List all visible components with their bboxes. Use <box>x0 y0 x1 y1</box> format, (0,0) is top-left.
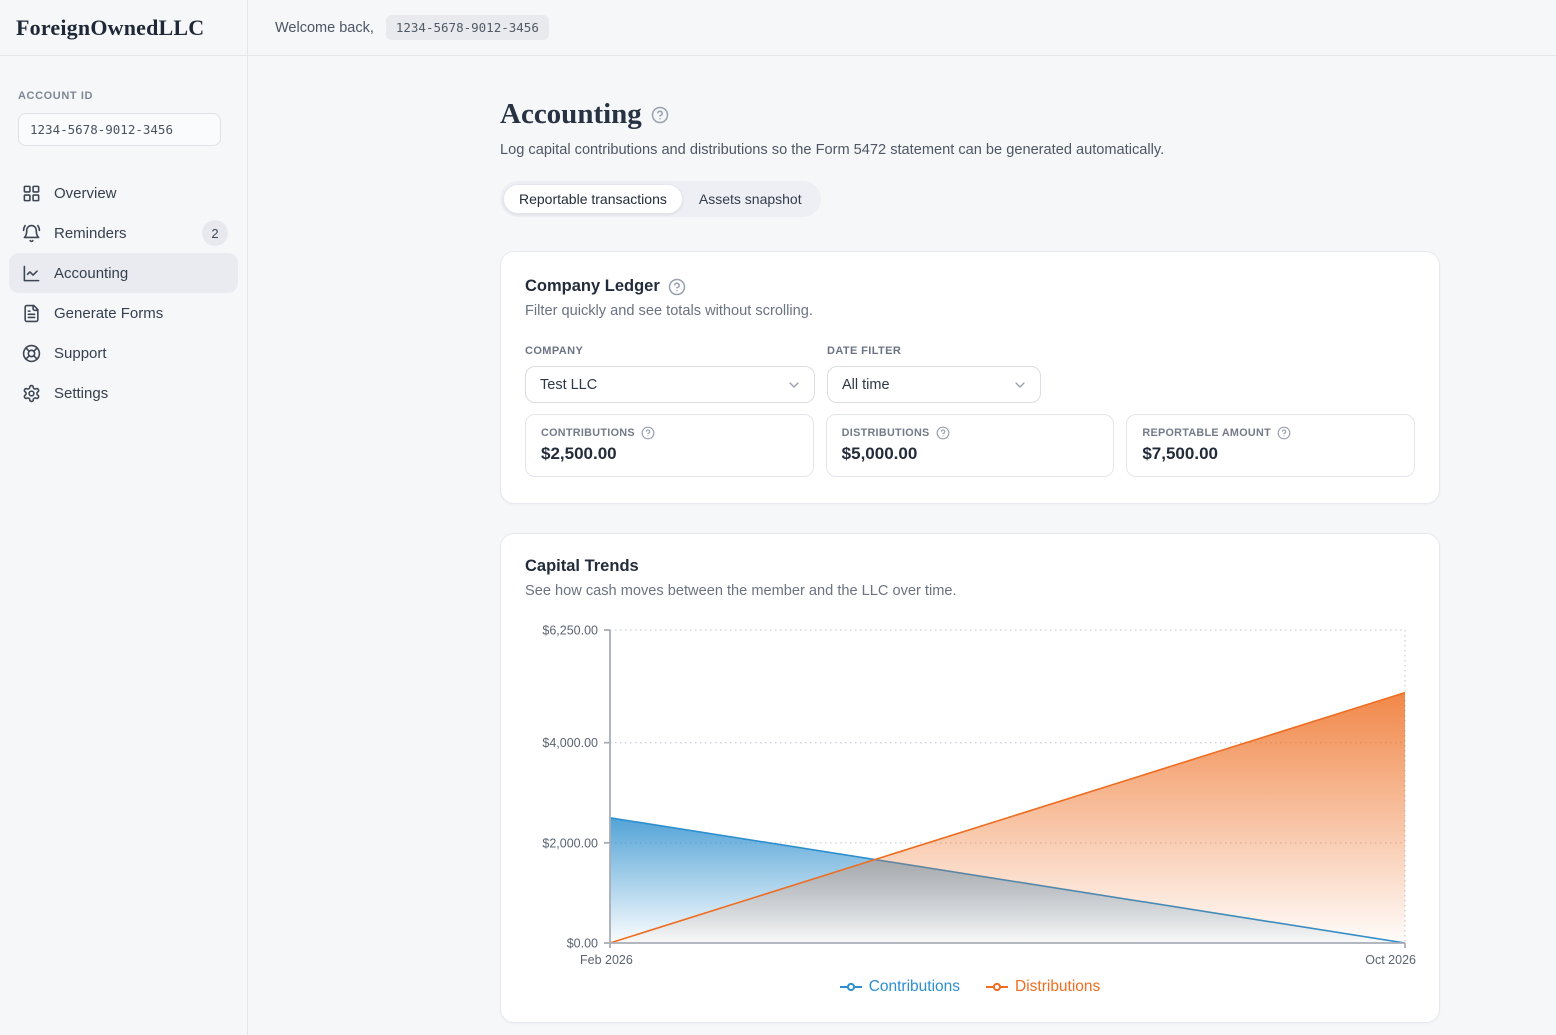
legend-label: Distributions <box>1015 978 1101 995</box>
sidebar-item-accounting[interactable]: Accounting <box>9 253 238 293</box>
stat-value: $5,000.00 <box>841 444 918 463</box>
stat-contributions: CONTRIBUTIONS $2,500.00 <box>525 414 814 477</box>
svg-text:$0.00: $0.00 <box>567 937 598 951</box>
legend-item-distributions[interactable]: Distributions <box>986 978 1100 996</box>
sidebar-item-settings[interactable]: Settings <box>9 373 238 413</box>
gear-icon <box>22 384 41 403</box>
trends-card-subtitle: See how cash moves between the member an… <box>525 583 957 599</box>
sidebar-item-label: Reminders <box>54 224 127 242</box>
help-icon[interactable] <box>668 278 686 296</box>
main-content: Accounting Log capital contributions and… <box>248 56 1556 1035</box>
date-filter-label: DATE FILTER <box>827 345 902 357</box>
file-text-icon <box>22 304 41 323</box>
svg-text:Oct 2026: Oct 2026 <box>1365 953 1416 965</box>
svg-text:$4,000.00: $4,000.00 <box>542 736 598 750</box>
stat-label: DISTRIBUTIONS <box>841 427 930 439</box>
help-icon[interactable] <box>641 426 655 440</box>
company-select[interactable]: Test LLC <box>525 366 815 403</box>
stat-label: REPORTABLE AMOUNT <box>1142 427 1272 439</box>
logo-cell: ForeignOwnedLLC <box>0 0 248 55</box>
page-subtitle: Log capital contributions and distributi… <box>500 142 1165 158</box>
help-icon[interactable] <box>651 106 669 124</box>
ledger-card-subtitle: Filter quickly and see totals without sc… <box>525 303 813 319</box>
line-chart-icon <box>22 264 41 283</box>
topbar: ForeignOwnedLLC Welcome back, 1234-5678-… <box>0 0 1556 56</box>
company-select-value: Test LLC <box>540 376 598 393</box>
legend-marker-icon <box>986 982 1009 992</box>
company-label: COMPANY <box>525 345 584 357</box>
sidebar-nav: Overview Reminders 2 Accounting <box>0 173 247 413</box>
svg-text:Feb 2026: Feb 2026 <box>580 953 633 965</box>
legend-item-contributions[interactable]: Contributions <box>839 978 961 996</box>
company-ledger-card: Company Ledger Filter quickly and see to… <box>500 251 1440 504</box>
date-filter-value: All time <box>842 376 890 393</box>
help-icon[interactable] <box>1277 426 1291 440</box>
chart-legend: Contributions Distributions <box>525 978 1415 996</box>
svg-text:$6,250.00: $6,250.00 <box>542 624 598 638</box>
chevron-down-icon <box>1012 377 1028 393</box>
area-chart-canvas: $0.00 $2,000.00 $4,000.00 $6,250.00 Feb 2026… <box>542 624 1416 966</box>
topbar-right: Welcome back, 1234-5678-9012-3456 <box>248 0 1556 55</box>
page-title: Accounting <box>500 98 642 130</box>
stat-value: $7,500.00 <box>1142 444 1218 463</box>
reminders-count-badge: 2 <box>202 220 228 246</box>
brand-logo[interactable]: ForeignOwnedLLC <box>16 14 205 40</box>
sidebar-item-reminders[interactable]: Reminders 2 <box>9 213 238 253</box>
help-icon[interactable] <box>936 426 950 440</box>
welcome-text: Welcome back, <box>275 19 374 36</box>
stat-reportable-amount: REPORTABLE AMOUNT $7,500.00 <box>1126 414 1416 477</box>
legend-label: Contributions <box>868 978 961 995</box>
ledger-card-title: Company Ledger <box>525 277 660 295</box>
legend-marker-icon <box>839 982 862 992</box>
sidebar-item-generate-forms[interactable]: Generate Forms <box>9 293 238 333</box>
life-buoy-icon <box>22 344 41 363</box>
sidebar-item-support[interactable]: Support <box>9 333 238 373</box>
sidebar-item-label: Generate Forms <box>54 304 164 322</box>
tab-reportable-transactions[interactable]: Reportable transactions <box>503 184 683 214</box>
sidebar-item-label: Settings <box>54 384 109 402</box>
stat-value: $2,500.00 <box>541 444 617 463</box>
capital-trends-card: Capital Trends See how cash moves betwee… <box>500 533 1440 1023</box>
capital-trends-chart: $0.00 $2,000.00 $4,000.00 $6,250.00 Feb 2026… <box>525 620 1417 966</box>
sidebar: ACCOUNT ID Overview Reminders 2 <box>0 56 248 1035</box>
date-filter-select[interactable]: All time <box>827 366 1041 403</box>
stat-label: CONTRIBUTIONS <box>541 427 635 439</box>
account-id-input[interactable] <box>18 113 221 146</box>
bell-icon <box>22 224 41 243</box>
account-id-label: ACCOUNT ID <box>18 90 94 102</box>
grid-icon <box>22 184 41 203</box>
sidebar-item-overview[interactable]: Overview <box>9 173 238 213</box>
sidebar-item-label: Accounting <box>54 264 129 282</box>
sidebar-item-label: Support <box>54 344 107 362</box>
account-id-badge: 1234-5678-9012-3456 <box>385 15 549 40</box>
chevron-down-icon <box>786 377 802 393</box>
tab-group: Reportable transactions Assets snapshot <box>500 181 821 217</box>
tab-assets-snapshot[interactable]: Assets snapshot <box>698 191 802 207</box>
svg-text:$2,000.00: $2,000.00 <box>542 836 598 850</box>
sidebar-item-label: Overview <box>54 184 117 202</box>
stat-distributions: DISTRIBUTIONS $5,000.00 <box>825 414 1115 477</box>
trends-card-title: Capital Trends <box>525 557 639 575</box>
